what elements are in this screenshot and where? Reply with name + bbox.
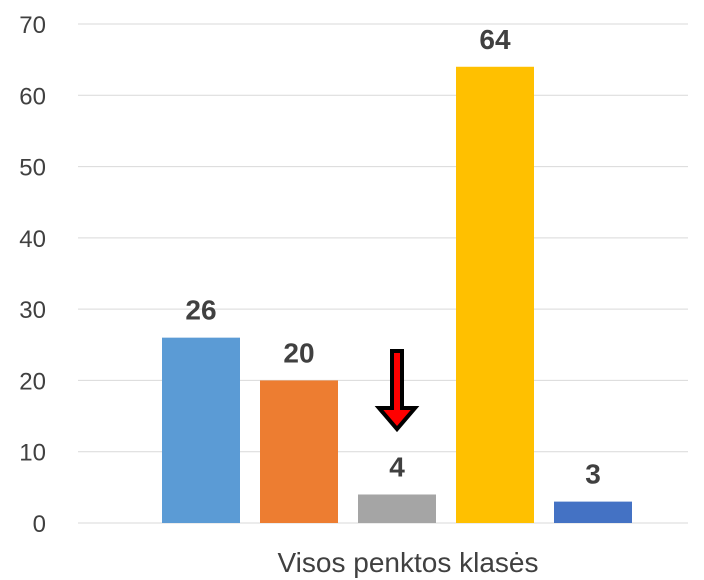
data-label: 64 xyxy=(479,24,511,55)
y-tick-label: 30 xyxy=(19,297,46,324)
annotations xyxy=(374,349,420,433)
data-label: 26 xyxy=(185,295,216,326)
y-tick-label: 60 xyxy=(19,83,46,110)
bars xyxy=(162,66,632,524)
y-tick-label: 0 xyxy=(33,511,46,538)
bar xyxy=(162,337,240,523)
data-label: 4 xyxy=(389,451,405,482)
y-tick-label: 20 xyxy=(19,368,46,395)
y-tick-label: 40 xyxy=(19,226,46,253)
y-tick-label: 70 xyxy=(19,12,46,39)
data-label: 3 xyxy=(585,459,601,490)
x-axis-category-label: Visos penktos klasės xyxy=(278,547,539,578)
data-labels: 26 20 4 64 3 xyxy=(185,24,600,490)
y-axis-tick-labels: 0 10 20 30 40 50 60 70 xyxy=(19,12,46,538)
y-tick-label: 50 xyxy=(19,155,46,182)
bar xyxy=(456,66,534,524)
bar xyxy=(358,494,436,523)
bar xyxy=(554,501,632,523)
y-tick-label: 10 xyxy=(19,440,46,467)
down-arrow-icon xyxy=(374,349,420,433)
data-label: 20 xyxy=(283,337,314,368)
bar xyxy=(260,380,338,523)
